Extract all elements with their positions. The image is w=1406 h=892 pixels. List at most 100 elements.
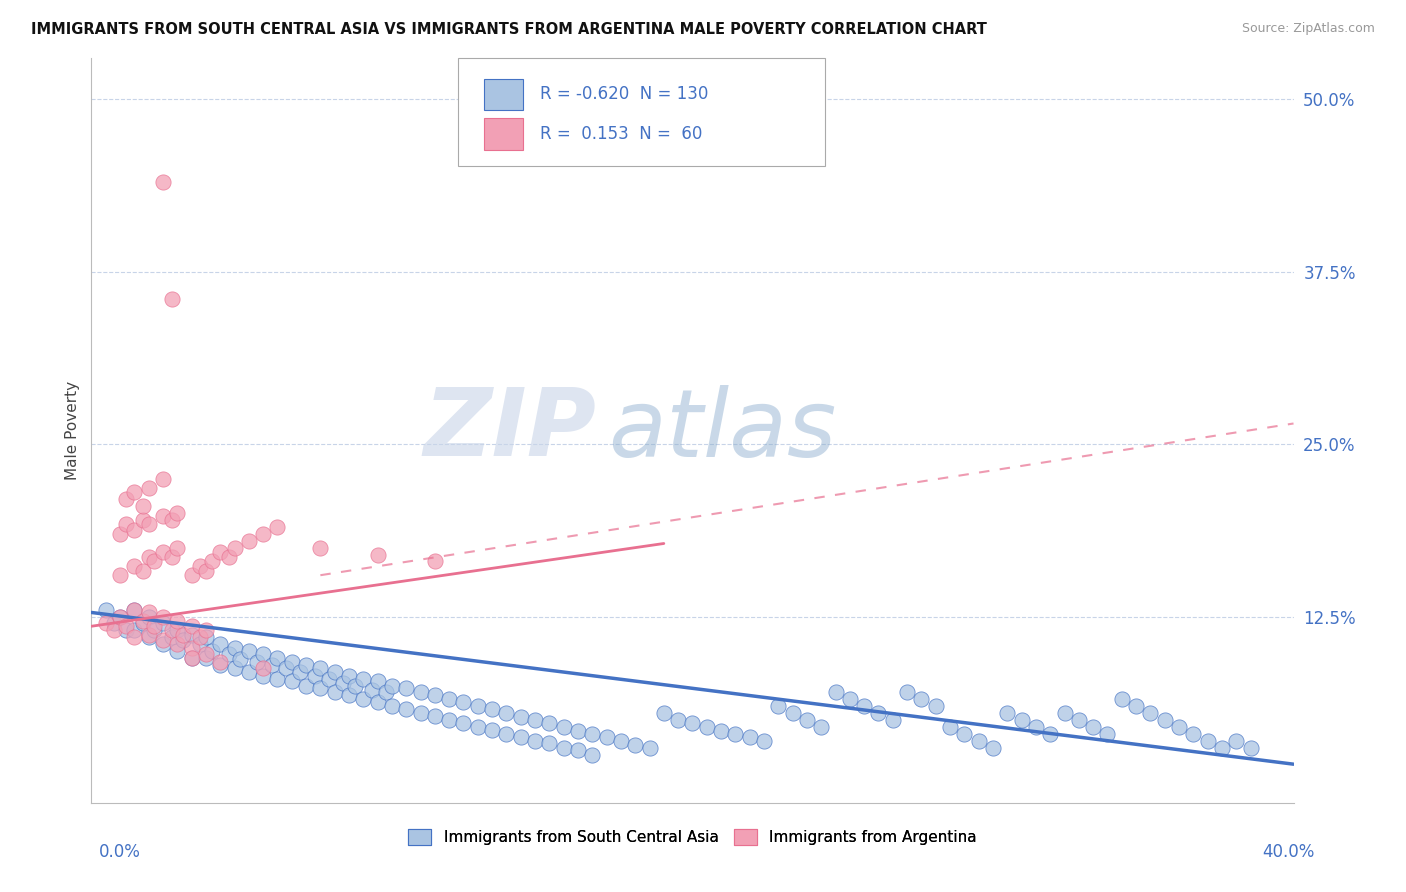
Point (509, 730, 531, 744)
Point (524, 733, 547, 747)
Point (266, 651, 288, 665)
Point (166, 624, 188, 638)
Point (752, 733, 775, 747)
Point (103, 624, 125, 638)
Point (395, 702, 418, 716)
Point (624, 738, 647, 752)
Point (224, 641, 246, 656)
Point (252, 660, 274, 674)
Point (409, 706, 432, 720)
Point (172, 633, 194, 648)
Point (910, 692, 932, 706)
Point (238, 644, 260, 658)
Point (1139, 706, 1161, 720)
Point (967, 733, 990, 747)
Point (281, 655, 304, 669)
Point (1125, 699, 1147, 714)
Point (453, 695, 475, 709)
Point (1225, 733, 1247, 747)
Point (209, 655, 232, 669)
Point (218, 550, 240, 565)
Point (367, 674, 389, 689)
Point (337, 688, 360, 702)
Point (581, 727, 603, 741)
Point (495, 727, 517, 741)
Point (710, 724, 733, 739)
Point (201, 644, 224, 658)
Point (1111, 692, 1133, 706)
Point (166, 506, 188, 520)
Point (180, 641, 202, 656)
Point (160, 550, 183, 565)
Text: Source: ZipAtlas.com: Source: ZipAtlas.com (1241, 22, 1375, 36)
Point (467, 699, 489, 714)
Point (1039, 727, 1062, 741)
Point (238, 665, 260, 679)
Point (467, 720, 489, 734)
Point (481, 702, 503, 716)
Point (180, 619, 202, 633)
Point (152, 472, 174, 486)
Point (138, 609, 160, 624)
Point (838, 692, 860, 706)
Point (595, 730, 617, 744)
Point (853, 699, 876, 714)
Point (309, 681, 332, 696)
Point (260, 657, 283, 672)
Point (509, 710, 531, 724)
Point (1211, 740, 1233, 755)
Point (295, 679, 318, 693)
Point (304, 669, 326, 683)
Point (138, 627, 160, 641)
Point (423, 688, 446, 702)
Point (252, 526, 274, 541)
Point (132, 616, 155, 631)
Point (194, 564, 217, 578)
Point (138, 630, 160, 644)
Point (166, 637, 188, 651)
Point (124, 630, 146, 644)
Point (367, 695, 389, 709)
Point (1053, 706, 1076, 720)
Point (360, 682, 382, 697)
Point (796, 713, 818, 727)
Point (1097, 727, 1119, 741)
Point (152, 637, 174, 651)
Legend: Immigrants from South Central Asia, Immigrants from Argentina: Immigrants from South Central Asia, Immi… (402, 822, 983, 851)
Point (274, 660, 297, 674)
Point (581, 747, 603, 762)
Point (610, 733, 633, 747)
Text: 0.0%: 0.0% (98, 843, 141, 861)
Point (152, 545, 174, 559)
Point (567, 724, 589, 739)
Point (132, 500, 155, 514)
Point (224, 541, 246, 555)
Point (188, 630, 211, 644)
Text: IMMIGRANTS FROM SOUTH CENTRAL ASIA VS IMMIGRANTS FROM ARGENTINA MALE POVERTY COR: IMMIGRANTS FROM SOUTH CENTRAL ASIA VS IM… (31, 22, 987, 37)
Point (453, 715, 475, 730)
Point (395, 681, 418, 696)
Point (152, 633, 174, 648)
Text: R = -0.620  N = 130: R = -0.620 N = 130 (540, 86, 709, 103)
Point (309, 660, 332, 674)
Point (132, 564, 155, 578)
Point (238, 533, 260, 548)
Point (724, 727, 747, 741)
Point (180, 568, 202, 582)
Text: atlas: atlas (609, 384, 837, 476)
Text: R =  0.153  N =  60: R = 0.153 N = 60 (540, 125, 702, 143)
Point (252, 669, 274, 683)
Point (352, 672, 374, 686)
Point (423, 554, 446, 568)
Point (152, 508, 174, 523)
Point (246, 655, 269, 669)
Point (738, 730, 761, 744)
Point (266, 520, 288, 534)
Point (652, 706, 675, 720)
Point (1182, 727, 1205, 741)
Point (1168, 720, 1191, 734)
Point (124, 624, 146, 638)
Point (172, 627, 194, 641)
Point (524, 713, 547, 727)
Point (114, 619, 136, 633)
